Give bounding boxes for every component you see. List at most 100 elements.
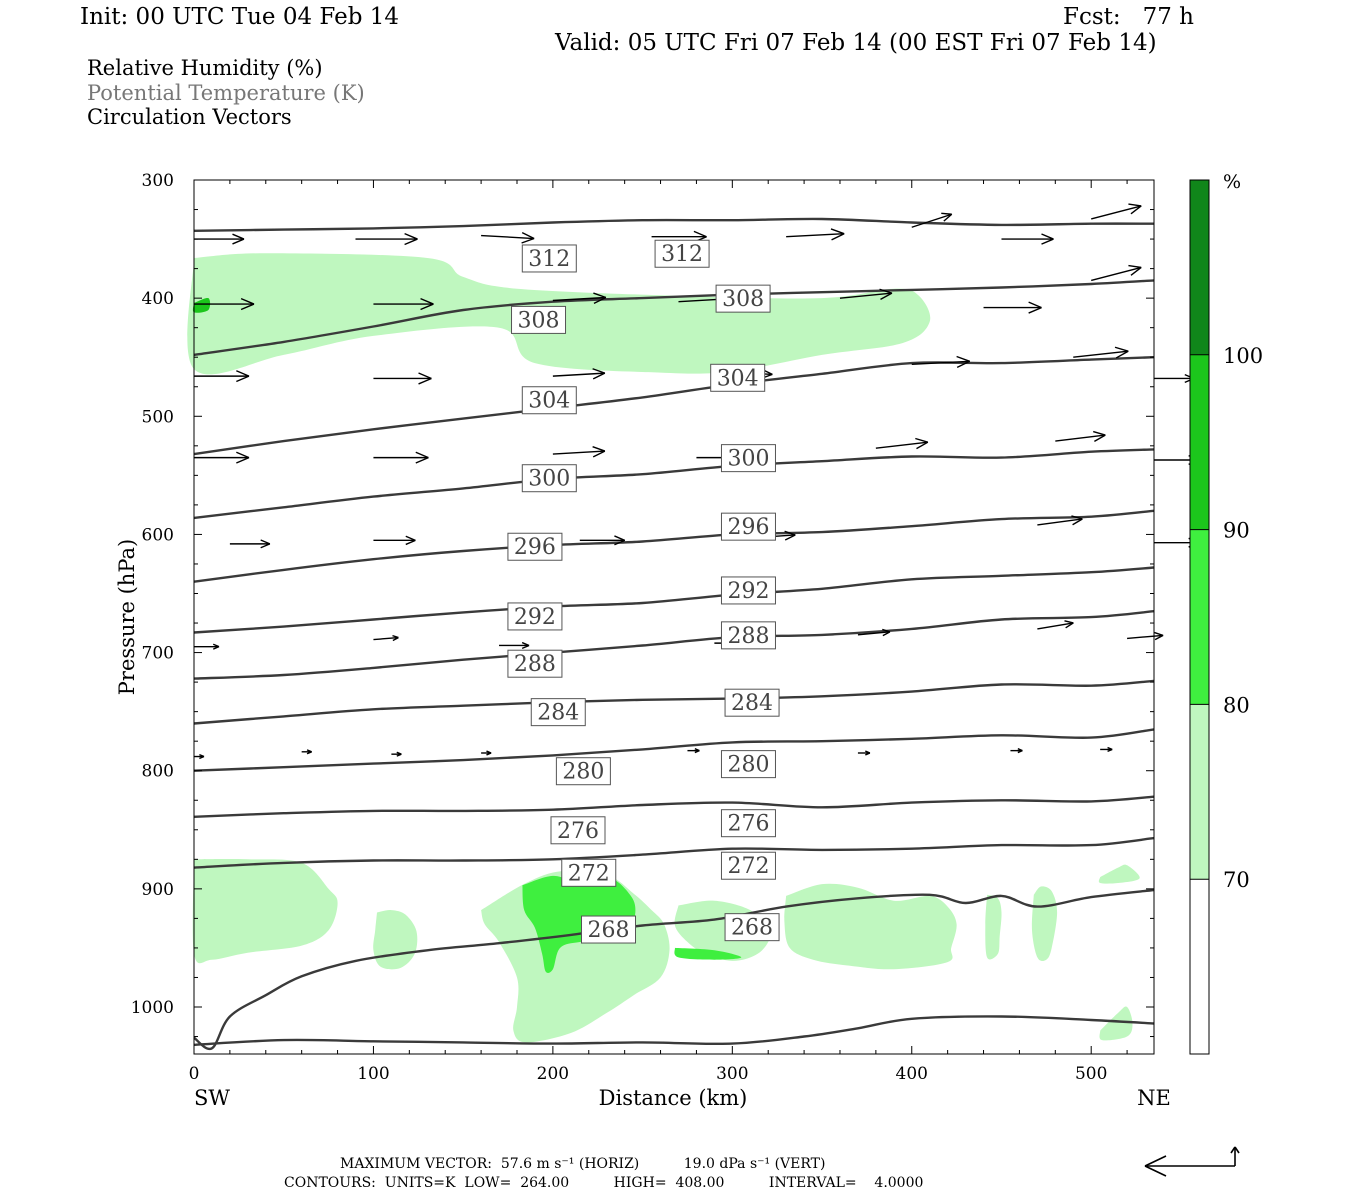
circulation-vector: [194, 643, 220, 650]
vector-head: [879, 288, 893, 294]
circulation-vector: [1001, 233, 1054, 245]
circulation-vector: [373, 634, 399, 642]
x-tick-label: 200: [537, 1064, 569, 1084]
legend-potential-temperature: Potential Temperature (K): [87, 81, 365, 105]
contour-label-text: 308: [722, 287, 764, 312]
contour-label-box: [507, 532, 563, 561]
contour-label-288: 288: [720, 621, 776, 650]
vector-shaft: [1055, 434, 1106, 442]
vector-shaft: [875, 441, 928, 449]
vector-head: [392, 634, 399, 639]
vector-head: [486, 752, 492, 756]
y-tick-label: 800: [142, 762, 174, 782]
forecast-hour: Fcst: 77 h: [1063, 4, 1194, 30]
y-tick-label: 700: [142, 644, 174, 664]
vector-head: [943, 213, 953, 222]
circulation-vector: [552, 292, 607, 304]
rh-region-70: [1098, 864, 1140, 884]
vector-head: [916, 441, 929, 450]
colorbar-level-label: 70: [1223, 868, 1250, 892]
endpoint-left-label: SW: [194, 1086, 230, 1110]
vector-head: [1072, 518, 1083, 526]
vector-head: [694, 749, 700, 754]
init-time: Init: 00 UTC Tue 04 Feb 14: [80, 4, 400, 30]
contour-label-300: 300: [521, 464, 577, 493]
vector-head: [956, 360, 971, 369]
contour-label-312: 312: [654, 239, 710, 268]
colorbar-unit-label: %: [1223, 171, 1241, 193]
isentrope-284: [193, 679, 1155, 725]
vector-head: [418, 372, 432, 380]
vector-head: [1107, 748, 1113, 753]
plot-frame: [193, 179, 1155, 1055]
vector-head: [405, 539, 416, 546]
isentrope-268: [193, 888, 1155, 1051]
contour-label-box: [507, 602, 563, 631]
vector-head: [865, 752, 871, 756]
vector-head: [1017, 749, 1023, 754]
colorbar-segment: [1190, 180, 1209, 355]
circulation-vector: [194, 233, 245, 245]
vector-head: [236, 375, 250, 383]
vector-head: [236, 451, 250, 459]
vector-head: [1128, 203, 1142, 207]
circulation-vector: [911, 212, 953, 228]
circulation-vector: [687, 748, 700, 754]
circulation-vector: [194, 753, 205, 760]
vector-head: [212, 643, 220, 648]
isentrope-296: [193, 509, 1155, 583]
circulation-vector: [1127, 631, 1164, 641]
vector-head: [592, 450, 606, 458]
vector-head: [592, 368, 606, 374]
contour-label-box: [720, 851, 776, 880]
vector-shaft: [1037, 622, 1074, 630]
isentrope-308: [193, 279, 1155, 357]
contour-label-304: 304: [710, 363, 766, 392]
contour-label-268: 268: [724, 913, 780, 942]
vector-head: [521, 237, 535, 244]
contour-label-text: 272: [568, 861, 610, 886]
circulation-vector: [373, 372, 432, 385]
circulation-vector: [1055, 430, 1106, 442]
isentrope-304: [193, 356, 1155, 456]
circulation-vector: [194, 451, 250, 464]
y-tick-label: 900: [142, 880, 174, 900]
vector-head: [1041, 238, 1054, 245]
circulation-vector: [229, 539, 271, 549]
contour-label-text: 292: [514, 605, 556, 630]
vector-head: [392, 636, 399, 642]
vector-head: [521, 232, 535, 240]
rh-region-70: [985, 894, 1002, 960]
circulation-vector: [1091, 264, 1142, 282]
vector-head: [420, 297, 434, 305]
circulation-vector: [983, 301, 1042, 314]
contour-label-text: 288: [727, 624, 769, 649]
contour-label-text: 312: [661, 242, 703, 267]
vector-shaft: [1091, 266, 1142, 282]
vector-head: [592, 446, 606, 452]
rh-region-80: [674, 947, 742, 960]
circulation-vector: [552, 446, 606, 458]
x-tick-label: 100: [357, 1064, 389, 1084]
contour-label-text: 300: [727, 447, 769, 472]
contour-label-layer: 312 312 308 308 304 304 300 300 296 296 292 292 288 2…: [507, 239, 780, 944]
contour-label-296: 296: [720, 512, 776, 541]
y-tick-label: 500: [142, 407, 174, 427]
vector-head: [240, 303, 255, 311]
isentrope-layer: [193, 217, 1155, 1051]
isentrope-272: [193, 836, 1155, 869]
vector-head: [1071, 515, 1083, 520]
isentrope-292: [193, 566, 1155, 634]
circulation-vector: [1100, 746, 1113, 753]
circulation-vector: [194, 370, 250, 383]
vector-shaft: [552, 296, 606, 302]
contour-label-284: 284: [530, 698, 586, 727]
vector-shaft: [1037, 518, 1083, 526]
vector-head: [1094, 434, 1106, 442]
vector-head: [593, 292, 607, 299]
vector-head: [593, 296, 607, 304]
contour-label-text: 268: [588, 918, 630, 943]
endpoint-right-label: NE: [1137, 1086, 1171, 1110]
contour-label-box: [724, 913, 780, 942]
